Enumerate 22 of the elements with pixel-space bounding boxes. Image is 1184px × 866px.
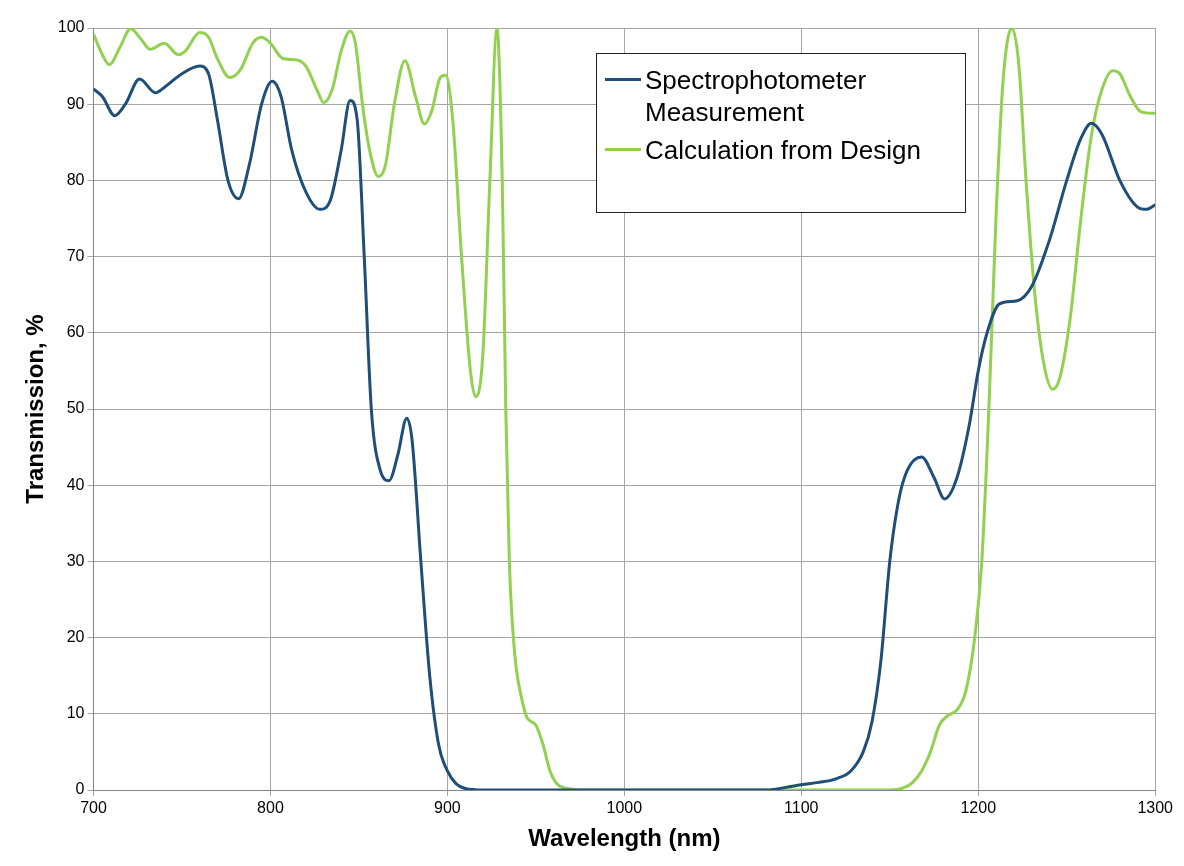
y-tick-label: 10 <box>66 704 85 722</box>
x-tick-label: 1100 <box>784 799 819 817</box>
x-tick-label: 700 <box>80 799 107 817</box>
y-tick-label: 60 <box>66 323 85 341</box>
y-tick-label: 50 <box>66 399 85 417</box>
x-tick-label: 1300 <box>1137 799 1174 817</box>
y-tick-label: 80 <box>66 170 85 188</box>
y-tick-label: 0 <box>75 780 85 798</box>
y-tick-label: 40 <box>66 475 85 493</box>
y-axis-title: Transmission, % <box>21 314 49 504</box>
x-axis-title: Wavelength (nm) <box>528 824 721 852</box>
x-tick-label: 1000 <box>606 799 643 817</box>
x-tick-label: 1200 <box>960 799 997 817</box>
y-tick-label: 20 <box>66 628 85 646</box>
y-tick-label: 90 <box>66 94 85 112</box>
x-tick-label: 800 <box>257 799 284 817</box>
y-tick-label: 30 <box>66 551 85 569</box>
x-tick-label: 900 <box>434 799 461 817</box>
legend-label: Spectrophotometer Measurement <box>645 64 868 128</box>
y-tick-label: 70 <box>66 247 85 265</box>
legend-label: Calculation from Design <box>645 134 922 166</box>
y-tick-label: 100 <box>57 18 85 36</box>
